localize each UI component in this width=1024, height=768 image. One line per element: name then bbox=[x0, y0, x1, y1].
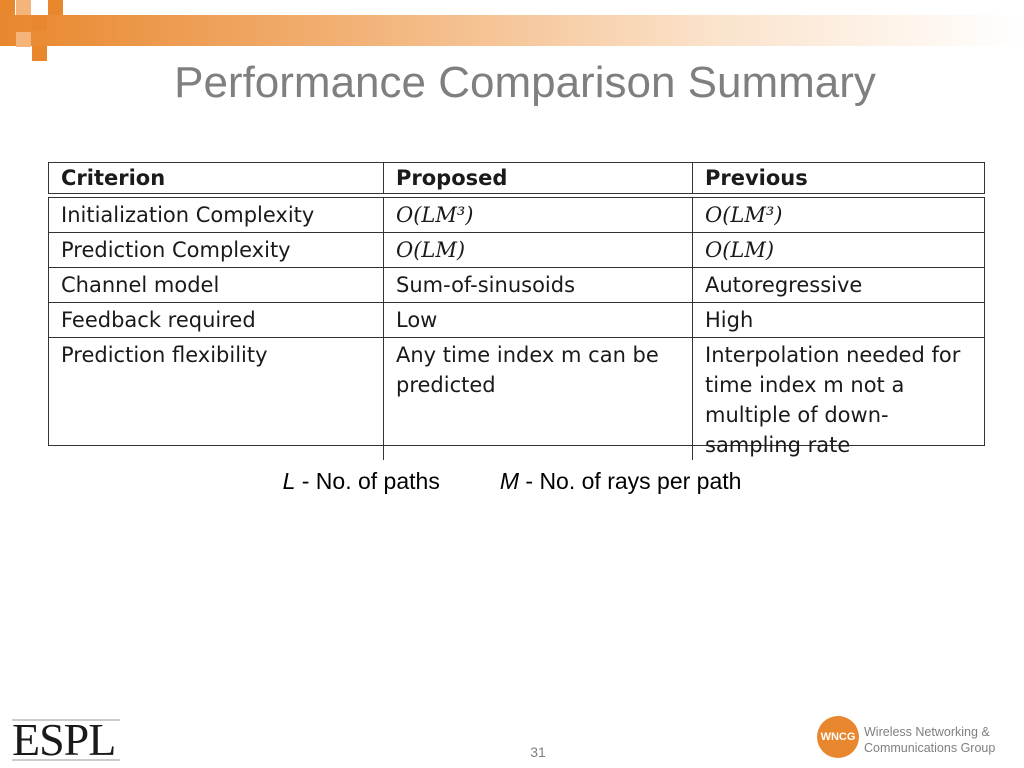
symbol-notes: L - No. of paths M - No. of rays per path bbox=[0, 468, 1024, 495]
decor-square bbox=[16, 32, 31, 47]
m-description: - No. of rays per path bbox=[519, 468, 742, 494]
decor-square bbox=[0, 0, 15, 15]
previous-cell: Autoregressive bbox=[705, 273, 863, 297]
header-criterion: Criterion bbox=[49, 163, 384, 193]
comparison-table-body: Initialization Complexity O(LM³) O(LM³) … bbox=[48, 197, 985, 460]
espl-logo-text: ESPL bbox=[12, 714, 116, 765]
previous-cell: O(LM³) bbox=[705, 203, 783, 227]
comparison-table-header: Criterion Proposed Previous bbox=[48, 162, 985, 194]
wncg-line-2: Communications Group bbox=[864, 741, 996, 755]
criterion-cell: Prediction flexibility bbox=[49, 338, 384, 460]
l-symbol: L bbox=[282, 468, 296, 494]
criterion-cell: Prediction Complexity bbox=[49, 233, 384, 267]
proposed-cell: O(LM³) bbox=[384, 198, 693, 232]
criterion-cell: Channel model bbox=[49, 268, 384, 302]
table-row: Feedback required Low High bbox=[49, 303, 984, 338]
table-row: Prediction flexibility Any time index m … bbox=[49, 338, 984, 460]
decor-square bbox=[16, 0, 31, 15]
table-row: Initialization Complexity O(LM³) O(LM³) bbox=[49, 198, 984, 233]
header-row: Criterion Proposed Previous bbox=[49, 163, 984, 193]
table-row: Channel model Sum-of-sinusoids Autoregre… bbox=[49, 268, 984, 303]
criterion-cell: Initialization Complexity bbox=[49, 198, 384, 232]
proposed-cell: Sum-of-sinusoids bbox=[384, 268, 693, 302]
header-previous: Previous bbox=[705, 166, 808, 190]
page-number: 31 bbox=[530, 744, 546, 760]
espl-logo: ESPL bbox=[12, 712, 120, 765]
header-proposed: Proposed bbox=[384, 163, 693, 193]
proposed-cell: Low bbox=[384, 303, 693, 337]
previous-cell: High bbox=[705, 308, 754, 332]
wncg-logo-badge: WNCG bbox=[817, 716, 859, 758]
decor-square bbox=[48, 0, 63, 15]
table-row: Prediction Complexity O(LM) O(LM) bbox=[49, 233, 984, 268]
m-symbol: M bbox=[499, 468, 519, 494]
proposed-cell: Any time index m can be predicted bbox=[384, 338, 693, 460]
decor-square bbox=[32, 16, 47, 31]
header-gradient-bar bbox=[0, 15, 1024, 46]
previous-cell: Interpolation needed for time index m no… bbox=[705, 343, 961, 457]
proposed-cell: O(LM) bbox=[384, 233, 693, 267]
slide-title: Performance Comparison Summary bbox=[174, 58, 876, 107]
previous-cell: O(LM) bbox=[705, 238, 775, 262]
espl-logo-graphic bbox=[12, 719, 120, 761]
l-description: - No. of paths bbox=[295, 468, 440, 494]
decor-square bbox=[32, 46, 47, 61]
wncg-line-1: Wireless Networking & bbox=[864, 725, 990, 739]
criterion-cell: Feedback required bbox=[49, 303, 384, 337]
wncg-logo-text: Wireless Networking & Communications Gro… bbox=[864, 724, 995, 756]
